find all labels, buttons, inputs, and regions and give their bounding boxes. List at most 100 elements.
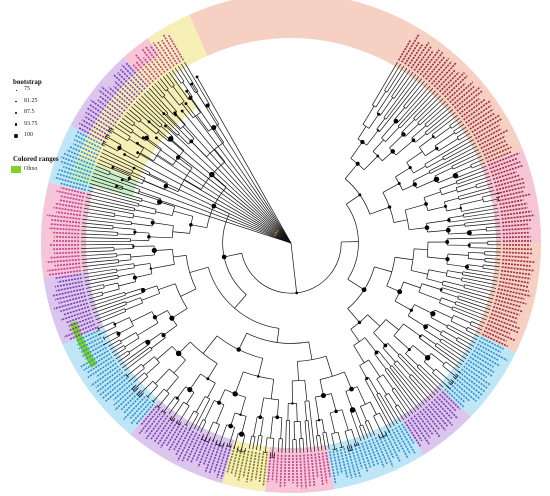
tree-branch [281,438,283,453]
tree-branch [81,247,115,249]
tree-branch [189,266,209,273]
tree-branch [133,372,145,383]
tree-branch [146,395,150,399]
clade-color-band [475,243,541,353]
tree-branch [185,410,195,426]
leaf-label [98,89,126,112]
leaf-label [495,298,522,308]
tree-branch [114,214,134,219]
leaf-label [410,417,431,446]
tree-branch [373,332,386,346]
tree-branch [344,431,351,451]
leaf-label [161,39,178,65]
tree-branch [399,90,436,129]
leaf-label [364,441,376,467]
tree-branch [222,442,225,447]
tree-branch [384,63,402,91]
leaf-label [168,425,185,451]
leaf-label [203,439,215,465]
leaf-label [159,421,178,449]
tree-branch [166,89,180,106]
leaf-label [482,333,509,348]
tree-branch [83,207,115,214]
clade-color-band [69,156,139,198]
leaf-label [350,446,361,477]
tree-branch [446,263,467,268]
tree-branch [418,364,444,388]
ohxo-range-bar [69,321,98,368]
leaf-label [86,107,115,127]
bootstrap-node [397,181,401,185]
leaf-label [99,95,124,115]
tree-branch [215,439,218,445]
tree-branch [461,290,494,300]
leaf-label [485,146,512,160]
tree-branch [457,295,459,299]
tree-branch [121,117,133,127]
tree-branch [118,325,134,335]
bootstrap-legend-label: 87.5 [24,109,35,115]
tree-branch [450,320,468,330]
leaf-label [465,104,492,124]
tree-branch [90,179,123,191]
leaf-label [54,236,80,239]
tree-branch [101,144,105,147]
tree-branch [132,131,146,141]
tree-branch [207,105,220,125]
tree-branch [92,301,126,314]
tree-branch [137,203,140,207]
tree-branch [163,396,176,413]
leaf-label [336,449,343,474]
leaf-label [75,330,99,342]
tree-branch [360,406,367,422]
leaf-label [58,199,83,206]
leaf-label [84,346,107,361]
tree-branch [366,130,379,146]
leaf-label [102,377,128,399]
tree-branch [322,432,327,451]
tree-branch [425,148,437,157]
tree-branch [364,379,375,397]
tree-branch [202,335,218,354]
tree-branch [177,133,180,136]
tree-branch [103,141,107,144]
tree-branch [357,442,359,445]
tree-branch [81,222,114,227]
leaf-label [456,90,483,112]
tree-branch [413,165,426,174]
leaf-label [483,143,509,156]
tree-branch [157,97,174,115]
tree-branch [454,304,488,317]
tree-branch [460,292,493,303]
tree-branch [462,277,497,286]
leaf-label [167,34,185,61]
leaf-label [141,48,163,76]
leaf-label [142,56,160,78]
tree-branch [441,338,469,357]
tree-branch [424,124,428,128]
leaf-label [57,172,88,184]
tree-branch [304,380,308,402]
tree-branch [378,350,392,367]
tree-branch [87,190,139,204]
tree-branch [178,134,189,145]
tree-branch [431,125,444,136]
tree-branch [337,432,343,448]
leaf-label [454,377,481,400]
leaf-label [54,176,87,188]
tree-branch [178,341,191,354]
tree-branch [97,321,114,330]
tree-branch [386,67,408,99]
leaf-label [471,353,494,368]
tree-branch [486,226,501,228]
leaf-label [98,374,126,397]
bootstrap-legend-dot [15,89,17,91]
leaf-label [502,235,531,239]
tree-branch [196,76,292,244]
leaf-label [51,219,81,224]
tree-branch [181,81,185,84]
ohxo-range-label: Ohxo [24,166,38,172]
leaf-label [401,423,416,445]
leaf-label [497,190,524,198]
leaf-label [397,39,412,61]
